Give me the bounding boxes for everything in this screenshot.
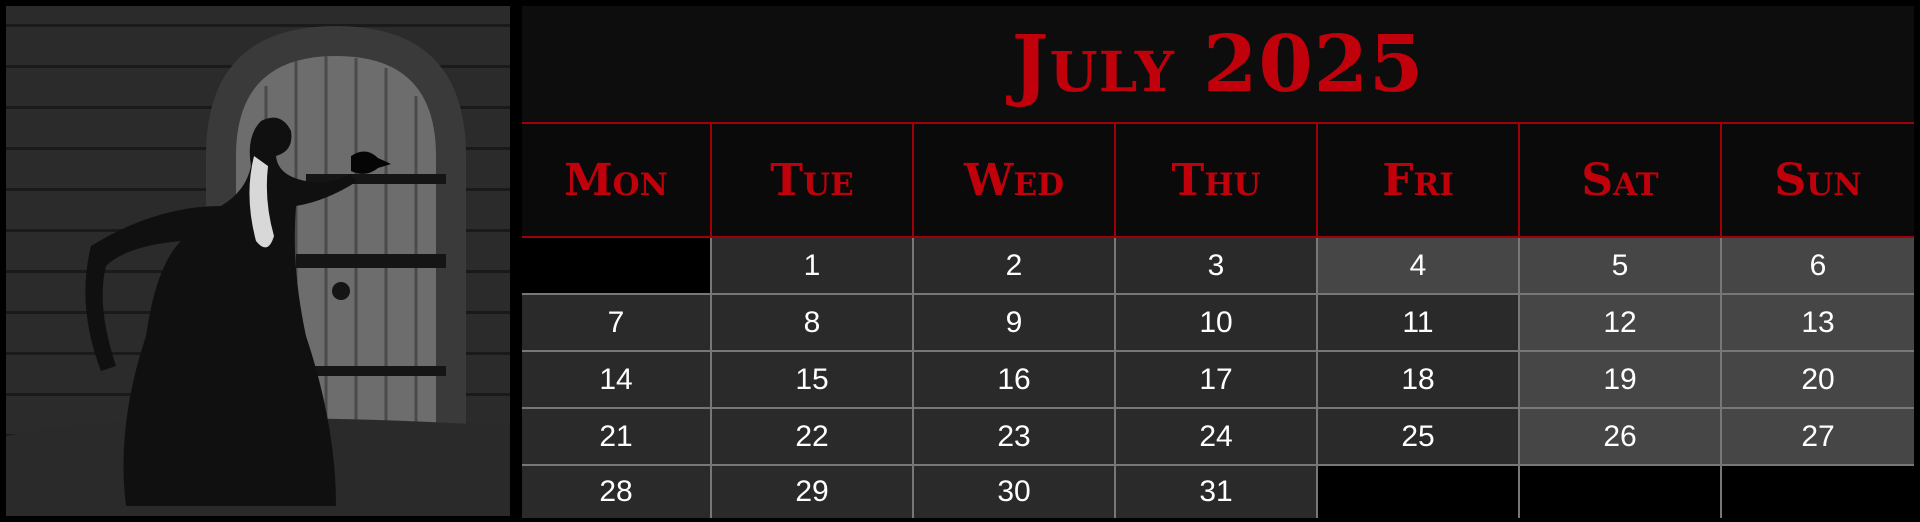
day-cell: 14 [522, 352, 712, 409]
day-cell: 5 [1520, 238, 1722, 295]
calendar-grid: Mon Tue Wed Thu Fri Sat Sun 1 2 3 4 5 6 … [522, 124, 1914, 518]
day-cell: 9 [914, 295, 1116, 352]
day-cell: 7 [522, 295, 712, 352]
day-cell-empty [1318, 466, 1520, 518]
weekday-sun: Sun [1722, 124, 1914, 238]
day-cell: 22 [712, 409, 914, 466]
blonde-hair [249, 156, 274, 248]
day-cell: 11 [1318, 295, 1520, 352]
day-cell: 13 [1722, 295, 1914, 352]
door-hinges [296, 174, 446, 376]
week-row: 21 22 23 24 25 26 27 [522, 409, 1914, 466]
day-cell: 15 [712, 352, 914, 409]
day-cell: 24 [1116, 409, 1318, 466]
weekday-tue: Tue [712, 124, 914, 238]
day-cell: 10 [1116, 295, 1318, 352]
weekday-sat: Sat [1520, 124, 1722, 238]
weekday-mon: Mon [522, 124, 712, 238]
photo-illustration [6, 26, 510, 516]
day-cell: 25 [1318, 409, 1520, 466]
day-cell: 16 [914, 352, 1116, 409]
month-title: July 2025 [522, 6, 1914, 124]
day-cell-empty [1722, 466, 1914, 518]
woman-figure [85, 117, 356, 507]
week-row: 1 2 3 4 5 6 [522, 238, 1914, 295]
day-cell: 26 [1520, 409, 1722, 466]
day-cell: 2 [914, 238, 1116, 295]
day-cell: 18 [1318, 352, 1520, 409]
day-cell: 29 [712, 466, 914, 518]
weekday-wed: Wed [914, 124, 1116, 238]
day-cell: 1 [712, 238, 914, 295]
week-row: 28 29 30 31 [522, 466, 1914, 518]
weekday-header-row: Mon Tue Wed Thu Fri Sat Sun [522, 124, 1914, 238]
day-cell: 4 [1318, 238, 1520, 295]
day-cell-empty [522, 238, 712, 295]
day-cell: 30 [914, 466, 1116, 518]
day-cell: 8 [712, 295, 914, 352]
gothic-photo [6, 6, 510, 516]
weekday-thu: Thu [1116, 124, 1318, 238]
raven [351, 151, 391, 174]
day-cell: 23 [914, 409, 1116, 466]
day-cell: 17 [1116, 352, 1318, 409]
day-cell: 3 [1116, 238, 1318, 295]
calendar: July 2025 Mon Tue Wed Thu Fri Sat Sun 1 … [522, 6, 1914, 518]
day-cell: 6 [1722, 238, 1914, 295]
weekday-fri: Fri [1318, 124, 1520, 238]
day-cell: 20 [1722, 352, 1914, 409]
day-cell: 19 [1520, 352, 1722, 409]
day-cell: 31 [1116, 466, 1318, 518]
day-cell-empty [1520, 466, 1722, 518]
day-cell: 21 [522, 409, 712, 466]
day-cell: 12 [1520, 295, 1722, 352]
week-row: 14 15 16 17 18 19 20 [522, 352, 1914, 409]
day-cell: 28 [522, 466, 712, 518]
day-cell: 27 [1722, 409, 1914, 466]
week-row: 7 8 9 10 11 12 13 [522, 295, 1914, 352]
